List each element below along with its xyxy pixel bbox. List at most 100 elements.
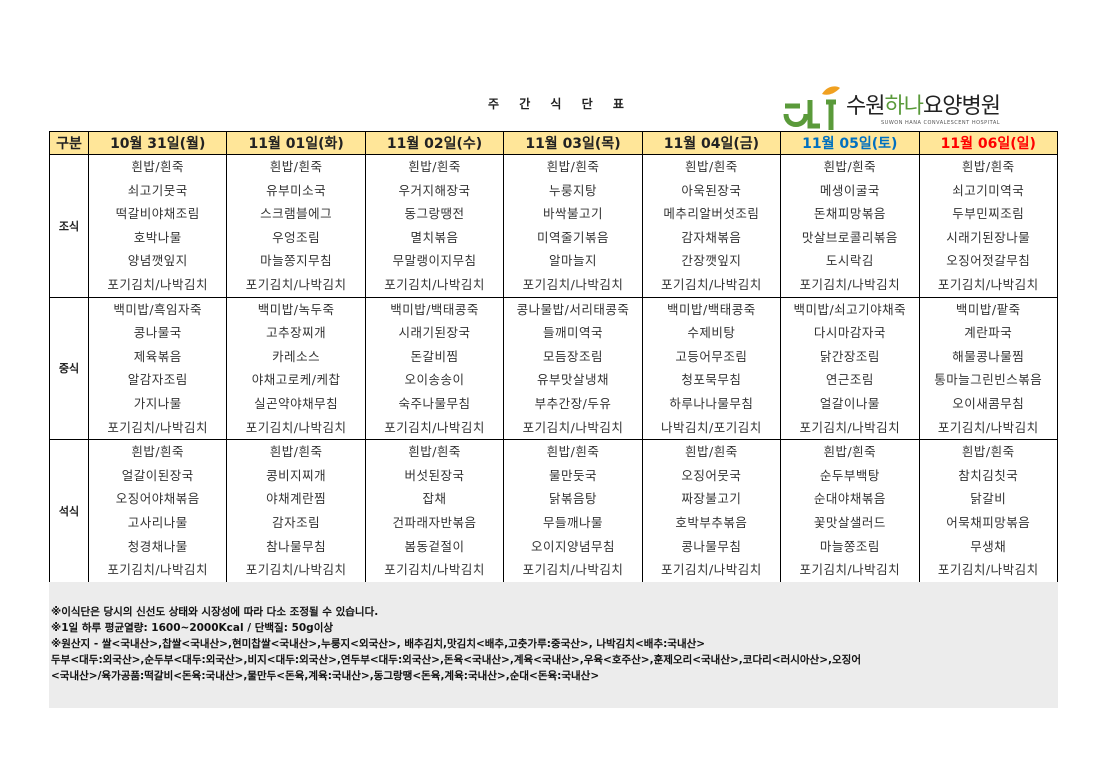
menu-item: 감자채볶음 <box>681 229 742 245</box>
menu-item: 흰밥/흰죽 <box>823 159 877 174</box>
day-header-sunday: 11월 06일(일) <box>918 131 1059 155</box>
menu-item: 흰밥/흰죽 <box>131 444 185 460</box>
menu-cell: 흰밥/흰죽 쇠고기미역국 두부민찌조림 시래기된장나물 오징어젓갈무침 포기김치/나박김치 <box>918 154 1059 298</box>
menu-item: 얼갈이나물 <box>819 395 880 411</box>
name-part: 요양병원 <box>922 94 1001 119</box>
menu-item: 바싹불고기 <box>542 206 603 222</box>
menu-item: 청경채나물 <box>127 538 188 554</box>
menu-item: 건파래자반볶음 <box>392 514 477 530</box>
menu-item: 유부맛살냉채 <box>536 372 609 388</box>
menu-cell: 백미밥/흑임자죽 콩나물국 제육볶음 알감자조림 가지나물 포기김치/나박김치 <box>87 296 228 441</box>
menu-item: 포기김치/나박김치 <box>245 419 347 435</box>
menu-item: 백미밥/팥죽 <box>955 301 1021 317</box>
menu-item: 포기김치/나박김치 <box>522 419 624 435</box>
menu-cell: 흰밥/흰죽 얼갈이된장국 오징어야채볶음 고사리나물 청경채나물 포기김치/나박김치 <box>87 439 228 583</box>
note-line: 두부<대두:외국산>,순두부<대두:외국산>,비지<대두:외국산>,연두부<대두… <box>51 654 861 666</box>
menu-item: 오이새콤무침 <box>952 395 1025 411</box>
menu-item: 짜장불고기 <box>681 491 742 507</box>
menu-item: 흰밥/흰죽 <box>131 159 185 174</box>
menu-item: 참나물무침 <box>266 538 327 554</box>
menu-item: 누룽지탕 <box>548 182 597 198</box>
menu-cell: 흰밥/흰죽 버섯된장국 잡채 건파래자반볶음 봄동겉절이 포기김치/나박김치 <box>364 439 505 583</box>
menu-item: 스크램블에그 <box>260 206 333 222</box>
menu-item: 흰밥/흰죽 <box>408 444 461 460</box>
header-row: 구분 10월 31일(월) 11월 01일(화) 11월 02일(수) 11월 … <box>49 131 1059 155</box>
menu-item: 모듬장조림 <box>542 348 603 364</box>
menu-cell: 흰밥/흰죽 아욱된장국 메추리알버섯조림 감자채볶음 간장깻잎지 포기김치/나박김치 <box>641 154 782 298</box>
menu-item: 야채계란찜 <box>266 491 327 507</box>
menu-item: 고등어무조림 <box>675 348 748 364</box>
menu-item: 봄동겉절이 <box>404 538 465 554</box>
menu-item: 맛살브로콜리볶음 <box>801 229 898 245</box>
menu-item: 흰밥/흰죽 <box>961 159 1015 174</box>
note-line: ※1일 하루 평균열량: 1600~2000Kcal / 단백질: 50g이상 <box>51 622 334 634</box>
notes-box: ※이식단은 당시의 신선도 상태와 시장성에 따라 다소 조정될 수 있습니다.… <box>49 582 1058 708</box>
menu-item: 포기김치/나박김치 <box>661 276 762 292</box>
meal-label: 석식 <box>49 439 89 583</box>
menu-item: 백미밥/백태콩죽 <box>667 301 756 317</box>
menu-cell: 흰밥/흰죽 누룽지탕 바싹불고기 미역줄기볶음 알마늘지 포기김치/나박김치 <box>503 154 643 298</box>
menu-item: 흰밥/흰죽 <box>685 159 738 174</box>
menu-item: 흰밥/흰죽 <box>408 159 461 174</box>
menu-item: 동그랑땡전 <box>404 206 465 222</box>
menu-item: 들깨미역국 <box>542 325 603 341</box>
menu-item: 메추리알버섯조림 <box>663 206 760 222</box>
menu-item: 포기김치/나박김치 <box>937 562 1039 578</box>
name-part: 수원 <box>846 94 885 119</box>
menu-cell: 백미밥/백태콩죽 수제비탕 고등어무조림 청포묵무침 하루나나물무침 나박김치/포기김치 <box>641 296 782 441</box>
menu-item: 포기김치/나박김치 <box>661 562 762 578</box>
day-header: 11월 02일(수) <box>364 131 505 155</box>
menu-item: 백미밥/백태콩죽 <box>390 301 479 317</box>
note-line: <국내산>/육가공품:떡갈비<돈육:국내산>,물만두<돈육,계육:국내산>,동그… <box>51 670 600 682</box>
menu-item: 흰밥/흰죽 <box>546 444 600 460</box>
menu-item: 고추장찌개 <box>266 325 327 341</box>
menu-item: 숙주나물무침 <box>398 395 471 411</box>
hospital-logo: 수원하나요양병원 SUWON HANA CONVALESCENT HOSPITA… <box>782 84 1042 134</box>
day-header: 11월 04일(금) <box>641 131 782 155</box>
menu-item: 아욱된장국 <box>681 182 742 198</box>
menu-item: 잡채 <box>422 491 447 507</box>
menu-item: 포기김치/나박김치 <box>245 276 347 292</box>
meal-row: 조식 흰밥/흰죽 쇠고기뭇국 떡갈비야채조림 호박나물 양념깻잎지 포기김치/나박김치 흰밥/… <box>49 154 1059 298</box>
menu-item: 부추간장/두유 <box>534 395 612 411</box>
menu-item: 마늘쫑지무침 <box>260 253 333 269</box>
menu-cell: 백미밥/팥죽 계란파국 해물콩나물찜 통마늘그린빈스볶음 오이새콤무침 포기김치/나박김치 <box>918 296 1059 441</box>
menu-item: 다시마감자국 <box>813 325 886 341</box>
menu-item: 흰밥/흰죽 <box>823 444 877 460</box>
menu-item: 꽃맛살샐러드 <box>813 514 886 530</box>
menu-item: 포기김치/나박김치 <box>107 419 209 435</box>
menu-item: 콩나물밥/서리태콩죽 <box>516 301 630 317</box>
name-part-green: 하나 <box>884 94 923 119</box>
menu-item: 도시락김 <box>825 253 874 269</box>
menu-item: 순대야채볶음 <box>813 491 886 507</box>
page-title: 주 간 식 단 표 <box>488 97 632 111</box>
menu-item: 해물콩나물찜 <box>952 348 1025 364</box>
menu-item: 오이지양념무침 <box>530 538 615 554</box>
menu-item: 멸치볶음 <box>410 229 459 245</box>
menu-item: 오징어젓갈무침 <box>946 253 1031 269</box>
menu-item: 떡갈비야채조림 <box>115 206 200 222</box>
menu-item: 포기김치/나박김치 <box>522 562 624 578</box>
menu-item: 두부민찌조림 <box>952 206 1025 222</box>
menu-item: 포기김치/나박김치 <box>384 419 485 435</box>
menu-item: 오징어야채볶음 <box>115 491 200 507</box>
hana-logo-icon <box>783 86 840 130</box>
note-line: ※이식단은 당시의 신선도 상태와 시장성에 따라 다소 조정될 수 있습니다. <box>51 606 379 618</box>
menu-cell: 흰밥/흰죽 순두부백탕 순대야채볶음 꽃맛살샐러드 마늘쫑조림 포기김치/나박김치 <box>780 439 920 583</box>
menu-item: 우엉조림 <box>272 229 321 245</box>
menu-item: 제육볶음 <box>133 348 182 364</box>
menu-item: 무생채 <box>970 538 1007 554</box>
menu-item: 하루나나물무침 <box>669 395 754 411</box>
hospital-english-name: SUWON HANA CONVALESCENT HOSPITAL <box>881 120 1001 126</box>
menu-item: 카레소스 <box>272 348 321 364</box>
menu-item: 흰밥/흰죽 <box>961 444 1015 460</box>
menu-item: 양념깻잎지 <box>127 253 188 269</box>
menu-item: 백미밥/흑임자죽 <box>113 301 203 317</box>
menu-item: 우거지해장국 <box>398 182 471 198</box>
day-header: 11월 03일(목) <box>503 131 643 155</box>
menu-item: 계란파국 <box>964 325 1013 341</box>
weekly-menu-table: 구분 10월 31일(월) 11월 01일(화) 11월 02일(수) 11월 … <box>49 131 1059 583</box>
menu-item: 시래기된장국 <box>398 325 471 341</box>
menu-item: 콩비지찌개 <box>266 467 327 483</box>
menu-item: 오이송송이 <box>404 372 465 388</box>
